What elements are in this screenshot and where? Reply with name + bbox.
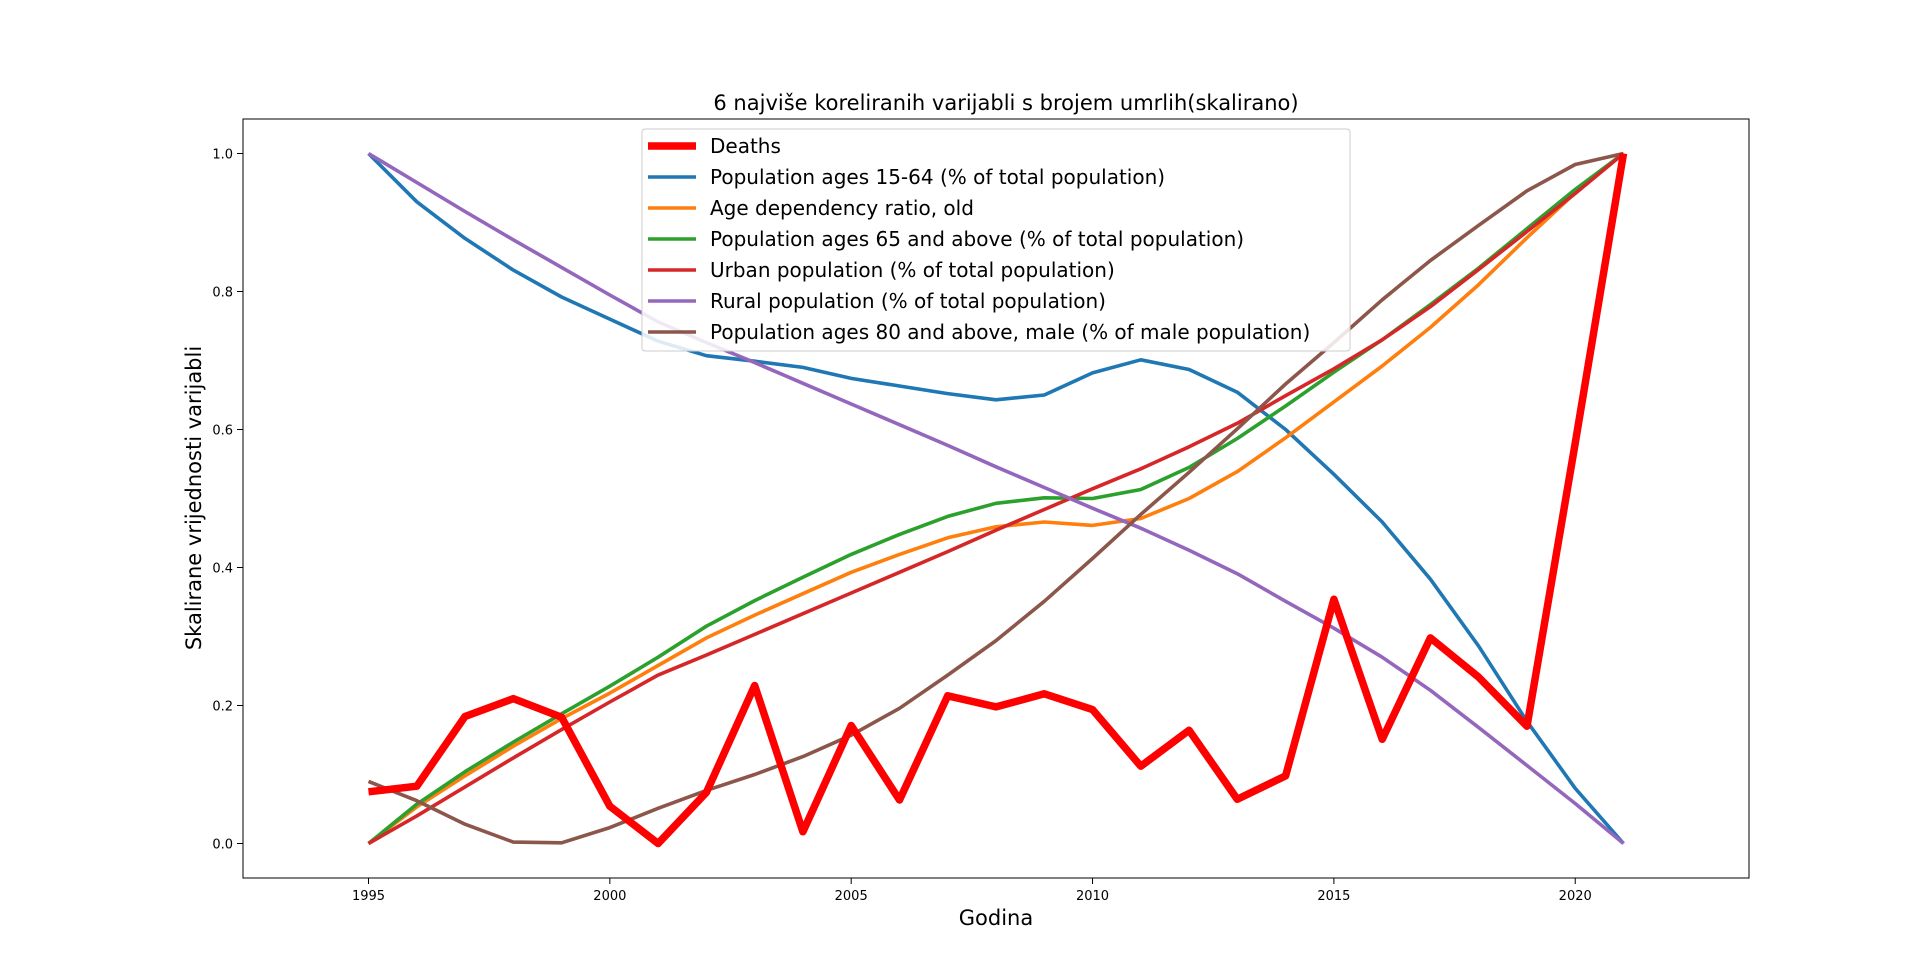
legend-label-1: Population ages 15-64 (% of total popula…	[710, 165, 1165, 189]
legend-items: Deaths Population ages 15-64 (% of total …	[648, 134, 1310, 344]
legend-label-4: Urban population (% of total population)	[710, 258, 1115, 282]
x-tick-label: 2015	[1317, 889, 1350, 904]
series-line-6	[367, 151, 1624, 845]
series-lines	[367, 151, 1628, 848]
series-line-0	[368, 152, 1628, 848]
y-tick-label: 1.0	[212, 148, 233, 163]
x-axis-ticks: 1995 2000 2005 2010 2015 2020	[352, 878, 1592, 904]
y-tick-label: 0.0	[212, 838, 233, 853]
legend-label-3: Population ages 65 and above (% of total…	[710, 227, 1244, 251]
series-line-2	[367, 152, 1625, 845]
y-axis-label: Skalirane vrijednosti varijabli	[182, 346, 206, 650]
x-tick-label: 1995	[352, 889, 385, 904]
y-tick-label: 0.2	[212, 700, 233, 715]
y-tick-label: 0.8	[212, 286, 233, 301]
legend-label-6: Population ages 80 and above, male (% of…	[710, 320, 1310, 344]
x-axis-label: Godina	[959, 906, 1033, 930]
chart-title: 6 najviše koreliranih varijabli s brojem…	[713, 91, 1298, 115]
legend-label-5: Rural population (% of total population)	[710, 289, 1106, 313]
legend-label-2: Age dependency ratio, old	[710, 196, 974, 220]
series-line-1	[367, 152, 1625, 845]
y-tick-label: 0.4	[212, 562, 233, 577]
legend-label-0: Deaths	[710, 134, 781, 158]
legend: Deaths Population ages 15-64 (% of total …	[641, 128, 1351, 352]
x-tick-label: 2000	[593, 889, 626, 904]
plot-frame	[242, 118, 1750, 879]
y-axis-ticks: 0.0 0.2 0.4 0.6 0.8 1.0	[212, 148, 243, 853]
legend-box	[641, 128, 1351, 352]
x-tick-label: 2020	[1559, 889, 1592, 904]
x-tick-label: 2010	[1076, 889, 1109, 904]
x-tick-label: 2005	[835, 889, 868, 904]
y-tick-label: 0.6	[212, 424, 233, 439]
series-line-4	[367, 152, 1625, 846]
